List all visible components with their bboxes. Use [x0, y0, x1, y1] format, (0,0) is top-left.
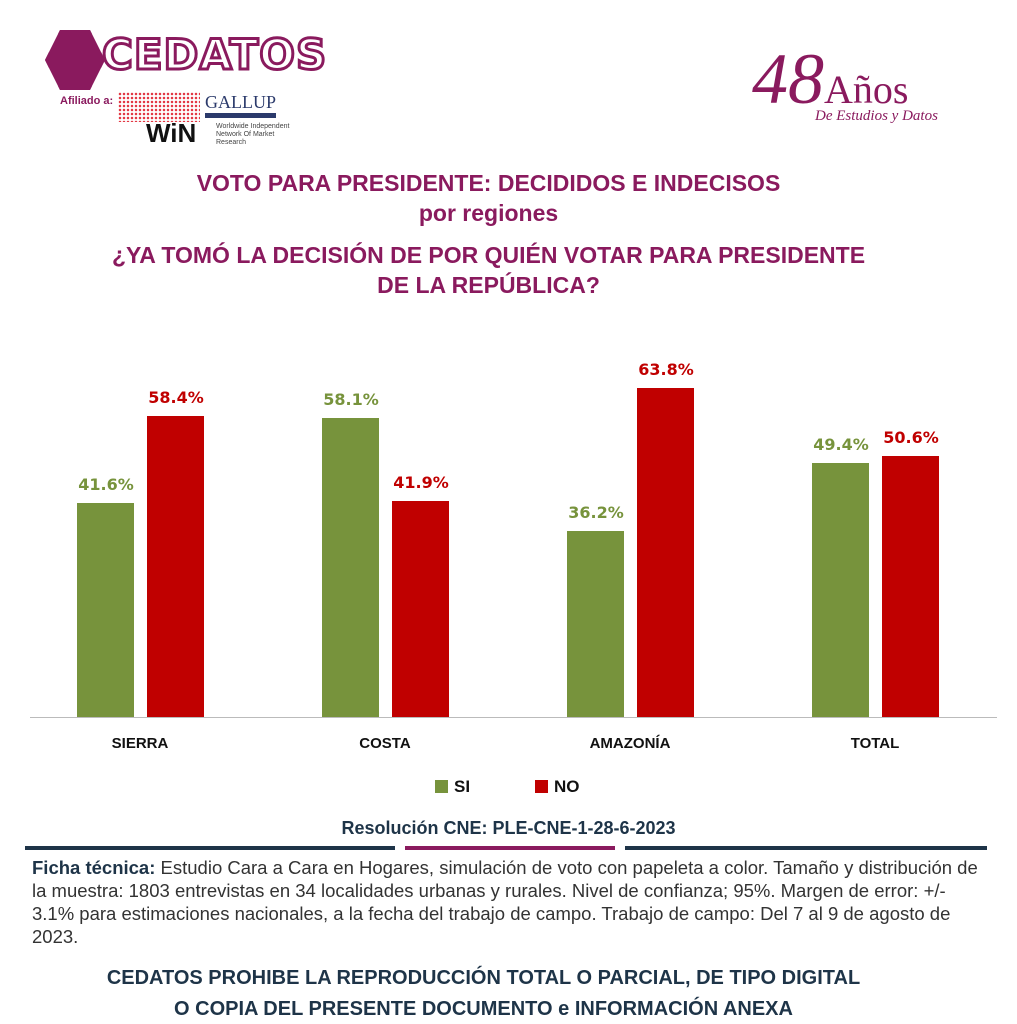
divider-left: [25, 846, 395, 850]
bar-no: [882, 456, 939, 717]
category-label: TOTAL: [850, 735, 900, 752]
cedatos-logo: CEDATOS: [100, 29, 328, 81]
bar-no: [637, 388, 694, 717]
ficha-text: Estudio Cara a Cara en Hogares, simulaci…: [32, 857, 978, 947]
technical-sheet: Ficha técnica: Estudio Cara a Cara en Ho…: [32, 856, 992, 948]
legend-label-si: SI: [454, 777, 471, 796]
affiliate-label: Afiliado a:: [60, 95, 114, 107]
data-label: 63.8%: [638, 360, 694, 380]
data-label: 41.6%: [78, 474, 134, 494]
category-label: AMAZONÍA: [589, 735, 671, 752]
divider-right: [625, 846, 987, 850]
data-label: 50.6%: [883, 428, 939, 448]
legend-swatch-no: [535, 780, 548, 793]
title-line2: por regiones: [418, 200, 559, 226]
warning-line2: O COPIA DEL PRESENTE DOCUMENTO e INFORMA…: [174, 998, 793, 1020]
win-subtitle: Worldwide Independent Network Of Market …: [216, 123, 290, 146]
gallup-logo: GALLUP: [205, 92, 276, 118]
legend-swatch-si: [435, 780, 448, 793]
world-map-icon: [118, 92, 200, 122]
data-label: 58.1%: [323, 389, 379, 409]
data-label: 41.9%: [393, 473, 449, 493]
anniversary-subtitle: De Estudios y Datos: [815, 108, 938, 124]
bar-si: [77, 502, 134, 717]
bar-no: [147, 416, 204, 717]
data-label: 49.4%: [813, 434, 869, 454]
legend-label-no: NO: [554, 777, 580, 796]
bar-si: [812, 462, 869, 717]
category-label: COSTA: [359, 735, 411, 752]
anniversary-logo: 48Años: [752, 38, 908, 121]
category-label: SIERRA: [111, 735, 169, 752]
bar-si: [567, 530, 624, 717]
win-logo: WiN: [146, 118, 197, 148]
years-number: 48: [752, 39, 824, 119]
x-axis-line: [30, 717, 997, 718]
cedatos-logo-mark: [45, 30, 105, 90]
warning-line1: CEDATOS PROHIBE LA REPRODUCCIÓN TOTAL O …: [106, 967, 861, 989]
divider-center: [405, 846, 615, 850]
years-word: Años: [824, 67, 909, 112]
ficha-label: Ficha técnica:: [32, 857, 156, 878]
bar-no: [392, 501, 449, 717]
question-line1: ¿YA TOMÓ LA DECISIÓN DE POR QUIÉN VOTAR …: [111, 242, 866, 268]
data-label: 36.2%: [568, 502, 624, 522]
bar-si: [322, 417, 379, 717]
question-line2: DE LA REPÚBLICA?: [377, 272, 600, 298]
resolution-text: Resolución CNE: PLE-CNE-1-28-6-2023: [341, 818, 676, 838]
data-label: 58.4%: [148, 388, 204, 408]
title-line1: VOTO PARA PRESIDENTE: DECIDIDOS E INDECI…: [196, 170, 781, 196]
